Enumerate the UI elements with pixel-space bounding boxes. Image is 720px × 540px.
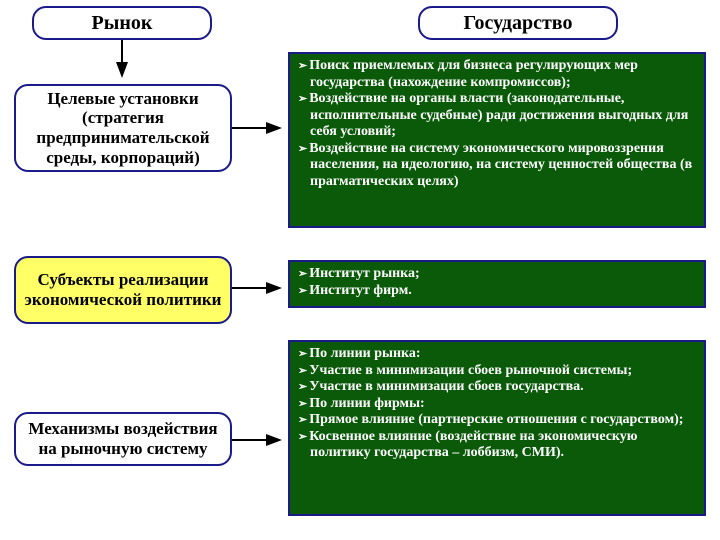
arrow-market-to-left1: [108, 40, 136, 84]
g3-line5: Прямое влияние (партнерские отношения с …: [298, 412, 696, 429]
g2-line1: Институт рынка;: [298, 266, 696, 283]
g3-line6: Косвенное влияние (воздействие на эконом…: [298, 429, 696, 462]
header-state-text: Государство: [464, 12, 573, 35]
g3-line4: По линии фирмы:: [298, 396, 696, 413]
left-box-3: Механизмы воздействия на рыночную систем…: [14, 412, 232, 466]
header-state: Государство: [418, 6, 618, 40]
g3-line1: По линии рынка:: [298, 346, 696, 363]
green-box-1: Поиск приемлемых для бизнеса регулирующи…: [288, 52, 706, 228]
g2-line2: Институт фирм.: [298, 283, 696, 300]
g3-line2: Участие в минимизации сбоев рыночной сис…: [298, 363, 696, 380]
left-box-1-text: Целевые установки (стратегия предпринима…: [24, 89, 222, 167]
left-box-1: Целевые установки (стратегия предпринима…: [14, 84, 232, 172]
arrow-left1-to-green1: [232, 120, 288, 136]
green-box-2: Институт рынка; Институт фирм.: [288, 260, 706, 308]
header-market-text: Рынок: [92, 12, 153, 35]
g1-line1: Поиск приемлемых для бизнеса регулирующи…: [298, 58, 696, 91]
g1-line3: Воздействие на систему экономического ми…: [298, 141, 696, 191]
header-market: Рынок: [32, 6, 212, 40]
arrow-left2-to-green2: [232, 280, 288, 296]
left-box-3-text: Механизмы воздействия на рыночную систем…: [24, 419, 222, 458]
g1-line2: Воздействие на органы власти (законодате…: [298, 91, 696, 141]
green-box-3: По линии рынка: Участие в минимизации сб…: [288, 340, 706, 516]
left-box-2: Субъекты реализации экономической полити…: [14, 256, 232, 324]
left-box-2-text: Субъекты реализации экономической полити…: [24, 270, 222, 309]
g3-line3: Участие в минимизации сбоев государства.: [298, 379, 696, 396]
arrow-left3-to-green3: [232, 432, 288, 448]
